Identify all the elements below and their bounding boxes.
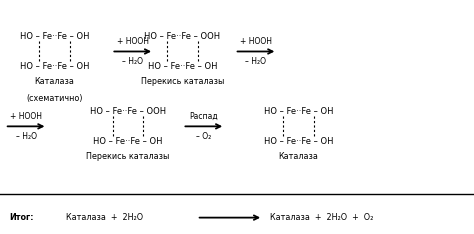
Text: HO – Fe··Fe – OH: HO – Fe··Fe – OH <box>264 137 333 146</box>
Text: + HOOH: + HOOH <box>240 37 272 46</box>
Text: Перекись каталазы: Перекись каталазы <box>141 77 224 86</box>
Text: HO – Fe··Fe – OH: HO – Fe··Fe – OH <box>20 62 89 71</box>
Text: HO – Fe··Fe – OH: HO – Fe··Fe – OH <box>148 62 217 71</box>
Text: + HOOH: + HOOH <box>117 37 149 46</box>
Text: HO – Fe··Fe – OH: HO – Fe··Fe – OH <box>20 32 89 41</box>
Text: Каталаза: Каталаза <box>35 77 74 86</box>
Text: Перекись каталазы: Перекись каталазы <box>86 152 170 161</box>
Text: (схематично): (схематично) <box>26 94 83 102</box>
Text: Каталаза: Каталаза <box>279 152 319 161</box>
Text: – H₂O: – H₂O <box>16 132 36 141</box>
Text: Каталаза  +  2H₂O  +  O₂: Каталаза + 2H₂O + O₂ <box>270 213 374 222</box>
Text: Итог:: Итог: <box>9 213 34 222</box>
Text: Распад: Распад <box>190 112 218 121</box>
Text: HO – Fe··Fe – OOH: HO – Fe··Fe – OOH <box>145 32 220 41</box>
Text: HO – Fe··Fe – OH: HO – Fe··Fe – OH <box>93 137 163 146</box>
Text: Каталаза  +  2H₂O: Каталаза + 2H₂O <box>66 213 144 222</box>
Text: HO – Fe··Fe – OH: HO – Fe··Fe – OH <box>264 107 333 116</box>
Text: – H₂O: – H₂O <box>122 57 143 66</box>
Text: – H₂O: – H₂O <box>246 57 266 66</box>
Text: HO – Fe··Fe – OOH: HO – Fe··Fe – OOH <box>90 107 166 116</box>
Text: – O₂: – O₂ <box>196 132 211 141</box>
Text: + HOOH: + HOOH <box>10 112 42 121</box>
